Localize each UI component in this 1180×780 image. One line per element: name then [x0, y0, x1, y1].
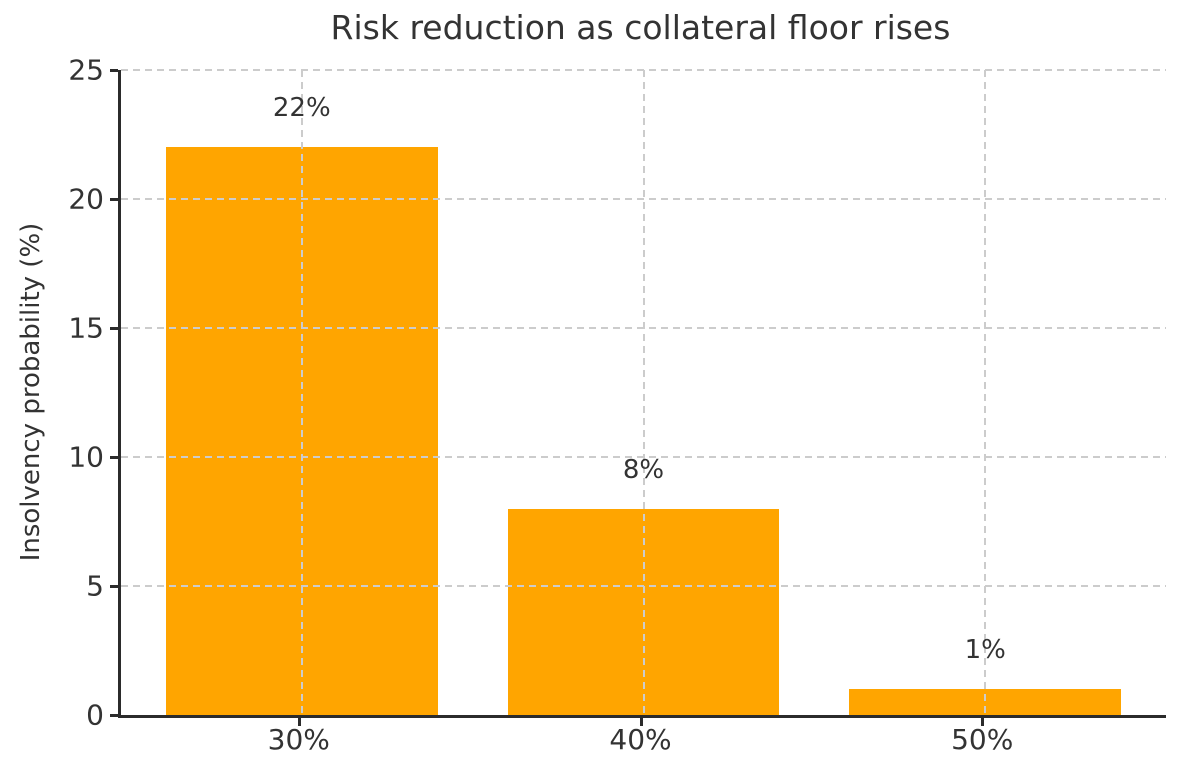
chart-title: Risk reduction as collateral floor rises	[330, 8, 951, 47]
y-tick-label: 25	[68, 53, 104, 87]
x-tick-label: 30%	[267, 723, 330, 756]
y-tick-mark	[110, 327, 118, 330]
y-tick-mark	[110, 585, 118, 588]
y-tick-mark	[110, 714, 118, 717]
x-tick-mark	[639, 718, 643, 726]
y-tick-mark	[110, 456, 118, 459]
y-tick-label: 15	[68, 311, 104, 345]
y-tick-label: 20	[68, 182, 104, 216]
x-tick-label: 50%	[951, 723, 1014, 756]
bar-value-label: 8%	[622, 454, 665, 485]
y-tick-label: 10	[68, 440, 104, 474]
v-gridline	[984, 70, 987, 715]
x-tick-mark	[297, 718, 301, 726]
y-axis-label: Insolvency probability (%)	[16, 222, 46, 562]
y-tick-mark	[110, 69, 118, 72]
y-tick-label: 0	[86, 698, 104, 732]
bar-value-label: 1%	[964, 635, 1006, 666]
y-tick-mark	[110, 198, 118, 201]
x-tick-mark	[981, 718, 985, 726]
plot-area: 22% 8% 1%	[118, 69, 1166, 718]
v-gridline	[642, 70, 645, 715]
bar-value-label: 22%	[272, 93, 331, 124]
x-tick-label: 40%	[609, 723, 672, 756]
y-tick-label: 5	[86, 569, 104, 603]
v-gridline	[300, 70, 303, 715]
